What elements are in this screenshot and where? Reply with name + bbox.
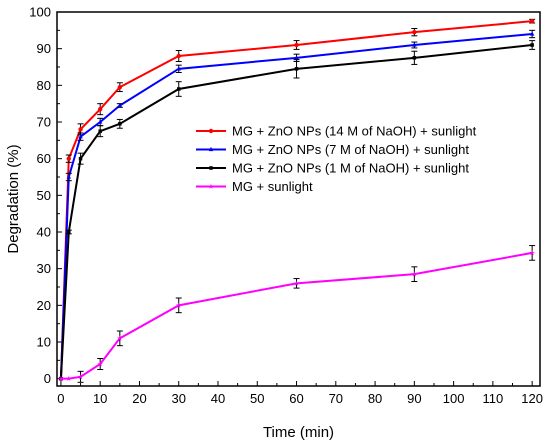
data-point [97,119,103,124]
x-tick-label: 110 [483,391,504,406]
data-point [116,335,123,341]
series-0 [58,18,536,381]
legend-marker [209,166,213,170]
x-axis-title: Time (min) [263,424,334,441]
data-point [529,18,535,24]
data-point [530,43,534,47]
y-tick-label: 10 [37,335,51,350]
data-point [529,249,535,256]
data-point [66,174,71,179]
data-point [412,56,417,60]
x-tick-label: 100 [443,391,465,406]
legend: MG + ZnO NPs (14 M of NaOH) + sunlight M… [196,124,477,194]
x-tick-label: 90 [407,391,421,406]
data-point [78,156,83,161]
x-tick-label: 40 [211,391,225,406]
data-point [412,29,417,35]
series-layer [58,18,536,383]
data-point [78,133,83,139]
legend-item: MG + sunlight [196,179,313,194]
data-point [411,271,418,277]
x-tick-label: 10 [93,391,107,406]
series-3 [58,245,536,383]
y-tick-label: 100 [29,5,51,20]
y-tick-label: 0 [44,371,51,386]
series-line [59,44,533,379]
x-tick-label: 30 [171,391,185,406]
series-1 [58,29,536,381]
data-point [98,129,102,133]
data-point [97,106,103,112]
data-point [77,373,84,380]
data-point [78,127,83,132]
y-tick-label: 50 [37,188,51,203]
legend-marker [208,183,214,189]
plot-frame [56,11,541,387]
data-point [117,102,123,108]
data-point [176,66,181,71]
data-point [66,156,71,161]
data-point [294,67,299,71]
x-tick-label: 120 [521,391,543,406]
data-point [412,42,417,47]
series-2 [59,40,536,381]
legend-item: MG + ZnO NPs (1 M of NaOH) + sunlight [196,161,469,176]
x-tick-label: 50 [250,391,264,406]
ticks-layer: 0 10 20 30 40 50 60 70 80 90 100 110 120 0 10 20 30 40 50 6… [29,5,543,407]
y-tick-label: 80 [37,78,51,93]
data-point [65,375,72,382]
data-point [529,31,535,36]
data-point [176,87,181,91]
y-tick-label: 90 [37,41,51,56]
data-point [294,42,299,48]
data-point [176,53,181,59]
y-tick-label: 70 [37,115,51,130]
data-point [117,84,123,90]
y-tick-label: 60 [37,151,51,166]
y-axis-title: Degradation (%) [5,144,22,253]
x-tick-label: 70 [329,391,343,406]
legend-label: MG + sunlight [232,179,313,194]
legend-marker [208,146,214,152]
y-tick-label: 30 [37,261,51,276]
data-point [294,55,299,60]
x-tick-label: 0 [57,391,64,406]
y-tick-label: 20 [37,298,51,313]
x-tick-label: 20 [132,391,146,406]
series-line [60,251,533,380]
data-point [293,280,300,286]
legend-item: MG + ZnO NPs (14 M of NaOH) + sunlight [196,124,477,139]
y-tick-label: 40 [37,225,51,240]
legend-item: MG + ZnO NPs (7 M of NaOH) + sunlight [196,142,469,157]
legend-label: MG + ZnO NPs (1 M of NaOH) + sunlight [232,161,469,176]
data-point [67,230,71,234]
data-point [58,375,64,382]
legend-label: MG + ZnO NPs (7 M of NaOH) + sunlight [232,142,469,157]
data-point [97,361,104,367]
legend-label: MG + ZnO NPs (14 M of NaOH) + sunlight [232,124,477,139]
x-tick-label: 60 [289,391,303,406]
data-point [118,122,122,126]
legend-marker [208,128,214,134]
data-point [175,302,182,308]
x-tick-label: 80 [368,391,382,406]
series-line [59,33,533,379]
